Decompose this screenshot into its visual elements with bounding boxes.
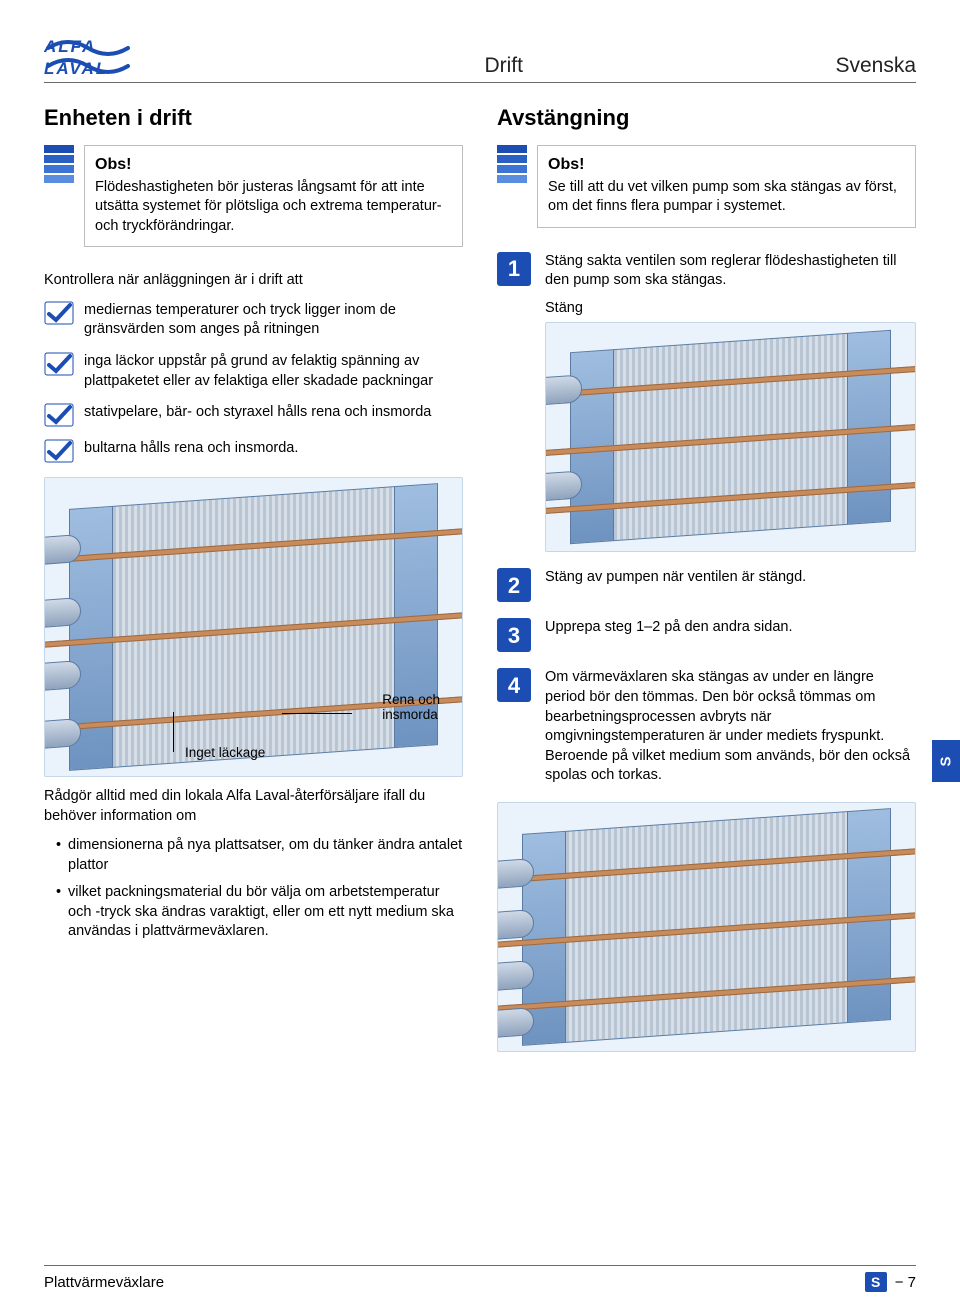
note-title: Obs!: [548, 154, 905, 176]
svg-text:LAVAL: LAVAL: [44, 59, 108, 78]
check-text: mediernas temperaturer och tryck ligger …: [84, 301, 463, 340]
note-icon: [44, 145, 74, 183]
step-number: 4: [497, 668, 531, 702]
note-right: Obs! Se till att du vet vilken pump som …: [497, 145, 916, 240]
section-title-right: Avstängning: [497, 105, 916, 131]
footer-right: S − 7: [865, 1272, 916, 1292]
page-footer: Plattvärmeväxlare S − 7: [44, 1265, 916, 1292]
illustration-step1: [545, 322, 916, 552]
footer-badge: S: [865, 1272, 887, 1292]
check-text: inga läckor uppstår på grund av felaktig…: [84, 352, 463, 391]
step-text: Upprepa steg 1–2 på den andra sidan.: [545, 618, 793, 638]
check-item: mediernas temperaturer och tryck ligger …: [44, 301, 463, 340]
bullet-item: vilket packningsmaterial du bör välja om…: [56, 883, 463, 942]
left-column: Enheten i drift Obs! Flödeshastigheten b…: [44, 105, 463, 1052]
step-4: 4 Om värmeväxlaren ska stängas av under …: [497, 668, 916, 785]
svg-text:ALFA: ALFA: [44, 37, 96, 56]
callout-clean: Rena och insmorda: [382, 692, 440, 722]
section-title-left: Enheten i drift: [44, 105, 463, 131]
bullet-list: dimensionerna på nya plattsatser, om du …: [56, 836, 463, 942]
page-header: ALFA LAVAL Drift Svenska: [44, 34, 916, 83]
check-icon: [44, 439, 74, 463]
step-text: Stäng av pumpen när ventilen är stängd.: [545, 568, 806, 588]
footer-page: − 7: [895, 1274, 916, 1291]
note-icon: [497, 145, 527, 183]
advisor-paragraph: Rådgör alltid med din lokala Alfa Laval-…: [44, 787, 463, 826]
right-column: Avstängning Obs! Se till att du vet vilk…: [497, 105, 916, 1052]
bullet-item: dimensionerna på nya plattsatser, om du …: [56, 836, 463, 875]
footer-left: Plattvärmeväxlare: [44, 1274, 164, 1291]
step-2: 2 Stäng av pumpen när ventilen är stängd…: [497, 568, 916, 602]
step-text: Stäng sakta ventilen som reglerar flödes…: [545, 252, 916, 291]
check-icon: [44, 301, 74, 325]
check-icon: [44, 403, 74, 427]
note-body: Flödeshastigheten bör justeras långsamt …: [95, 178, 452, 237]
note-title: Obs!: [95, 154, 452, 176]
header-title-center: Drift: [172, 54, 835, 78]
step-number: 3: [497, 618, 531, 652]
step-number: 2: [497, 568, 531, 602]
check-item: stativpelare, bär- och styraxel hålls re…: [44, 403, 463, 427]
illustration-phe-main: Rena och insmorda Inget läckage: [44, 477, 463, 777]
brand-logo: ALFA LAVAL: [44, 34, 172, 78]
step1-label: Stäng: [545, 299, 916, 319]
callout-noleak: Inget läckage: [185, 745, 265, 760]
check-text: stativpelare, bär- och styraxel hålls re…: [84, 403, 431, 423]
step-1: 1 Stäng sakta ventilen som reglerar flöd…: [497, 252, 916, 553]
note-body: Se till att du vet vilken pump som ska s…: [548, 178, 905, 217]
check-item: inga läckor uppstår på grund av felaktig…: [44, 352, 463, 391]
check-text: bultarna hålls rena och insmorda.: [84, 439, 298, 459]
check-icon: [44, 352, 74, 376]
step-text: Om värmeväxlaren ska stängas av under en…: [545, 668, 916, 785]
header-title-right: Svenska: [835, 54, 916, 78]
step-number: 1: [497, 252, 531, 286]
side-tab: S: [932, 740, 960, 782]
intro-paragraph: Kontrollera när anläggningen är i drift …: [44, 271, 463, 291]
step-3: 3 Upprepa steg 1–2 på den andra sidan.: [497, 618, 916, 652]
check-item: bultarna hålls rena och insmorda.: [44, 439, 463, 463]
note-left: Obs! Flödeshastigheten bör justeras lång…: [44, 145, 463, 259]
illustration-step4: [497, 802, 916, 1052]
